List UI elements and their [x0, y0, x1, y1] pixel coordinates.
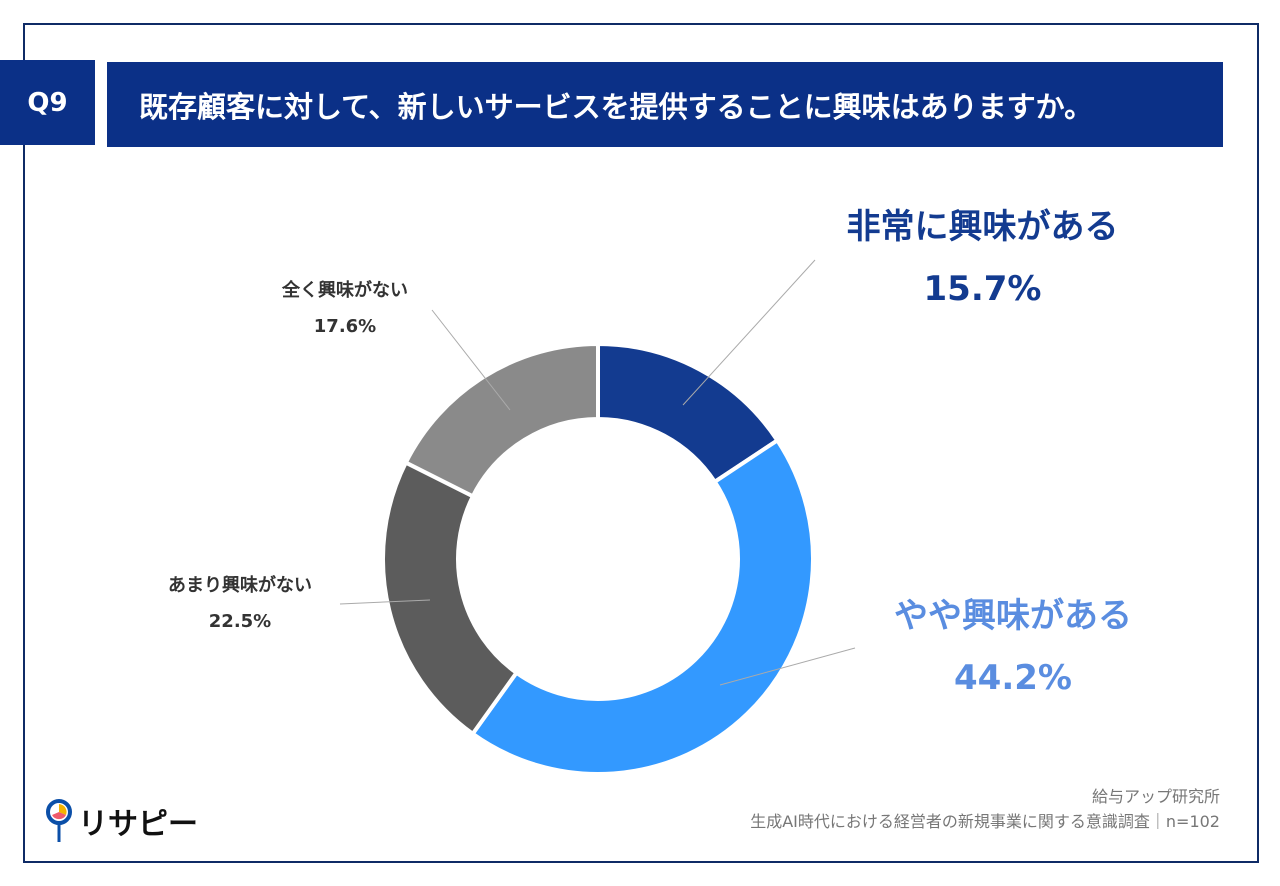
- logo-text: リサピー: [78, 807, 198, 842]
- survey-info: 生成AI時代における経営者の新規事業に関する意識調査｜n=102: [750, 812, 1220, 831]
- slice-label: あまり興味がない: [168, 575, 312, 596]
- donut-slice-1: [469, 437, 815, 776]
- slice-value: 44.2%: [954, 658, 1072, 698]
- leader-line-0: [682, 259, 816, 406]
- risapy-logo: リサピー: [46, 798, 198, 844]
- question-title: 既存顧客に対して、新しいサービスを提供することに興味はありますか。: [107, 62, 1223, 147]
- source-note: 給与アップ研究所 生成AI時代における経営者の新規事業に関する意識調査｜n=10…: [750, 784, 1220, 834]
- label-not-interested: 全く興味がない 17.6%: [245, 273, 445, 345]
- leader-line-1: [719, 647, 856, 686]
- chart-frame: [23, 23, 1259, 863]
- slice-label: 非常に興味がある: [846, 207, 1119, 247]
- source-org: 給与アップ研究所: [1091, 787, 1220, 806]
- slice-value: 17.6%: [313, 316, 377, 337]
- leader-line-3: [431, 309, 511, 411]
- donut-slice-3: [403, 341, 600, 499]
- label-very-interested: 非常に興味がある 15.7%: [825, 196, 1140, 320]
- slice-label: やや興味がある: [894, 596, 1132, 636]
- leader-line-2: [339, 599, 431, 605]
- slice-value: 15.7%: [923, 269, 1042, 309]
- logo-pin-icon: [46, 799, 72, 842]
- slice-label: 全く興味がない: [282, 280, 408, 301]
- donut-slice-2: [381, 459, 520, 737]
- slice-value: 22.5%: [208, 611, 272, 632]
- label-not-very-interested: あまり興味がない 22.5%: [140, 568, 340, 640]
- label-somewhat-interested: やや興味がある 44.2%: [868, 585, 1158, 709]
- question-number: Q9: [0, 60, 95, 145]
